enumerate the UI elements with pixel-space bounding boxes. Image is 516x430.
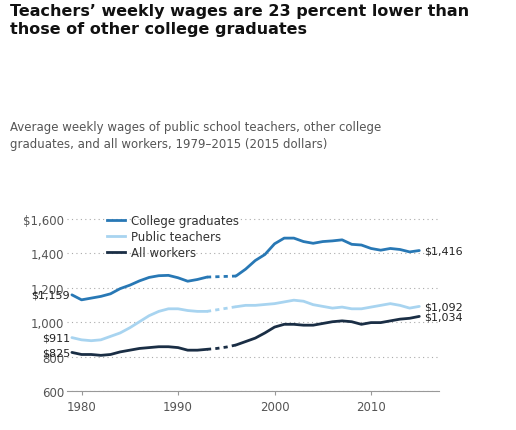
Text: $1,034: $1,034: [424, 312, 463, 322]
Text: $1,416: $1,416: [424, 246, 463, 256]
Text: Average weekly wages of public school teachers, other college
graduates, and all: Average weekly wages of public school te…: [10, 120, 381, 150]
Text: $1,159: $1,159: [31, 290, 70, 300]
Text: $911: $911: [42, 333, 70, 343]
Legend: College graduates, Public teachers, All workers: College graduates, Public teachers, All …: [103, 210, 244, 264]
Text: $825: $825: [42, 347, 70, 358]
Text: Teachers’ weekly wages are 23 percent lower than
those of other college graduate: Teachers’ weekly wages are 23 percent lo…: [10, 4, 470, 37]
Text: $1,092: $1,092: [424, 302, 463, 312]
